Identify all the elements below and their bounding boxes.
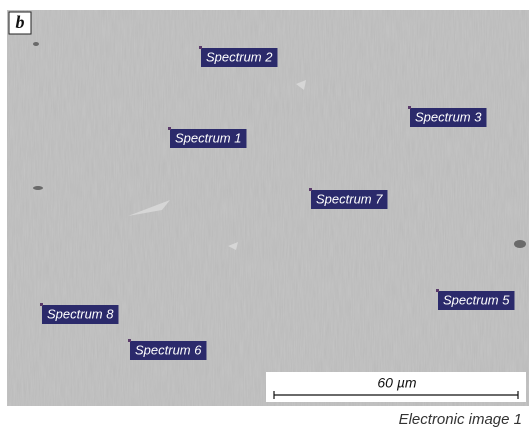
spectrum-label: Spectrum 1 (175, 130, 241, 145)
spectrum-point (168, 127, 171, 130)
spectrum-point (40, 303, 43, 306)
panel-label: b (16, 12, 25, 32)
spectrum-label: Spectrum 2 (206, 49, 273, 64)
texture (7, 10, 529, 406)
spectrum-point (199, 46, 202, 49)
spectrum-label: Spectrum 6 (135, 342, 202, 357)
scale-bar-label: 60 µm (377, 375, 417, 391)
caption: Electronic image 1 (399, 411, 522, 428)
spectrum-label: Spectrum 3 (415, 109, 482, 124)
spectrum-point (128, 339, 131, 342)
spectrum-point (309, 188, 312, 191)
spectrum-label: Spectrum 7 (316, 191, 383, 206)
spectrum-label: Spectrum 8 (47, 306, 114, 321)
spectrum-point (436, 289, 439, 292)
spectrum-point (408, 106, 411, 109)
screen: Spectrum 2 Spectrum 3 Spectrum 1 Spectrum 7… (0, 0, 529, 431)
spectrum-label: Spectrum 5 (443, 292, 510, 307)
